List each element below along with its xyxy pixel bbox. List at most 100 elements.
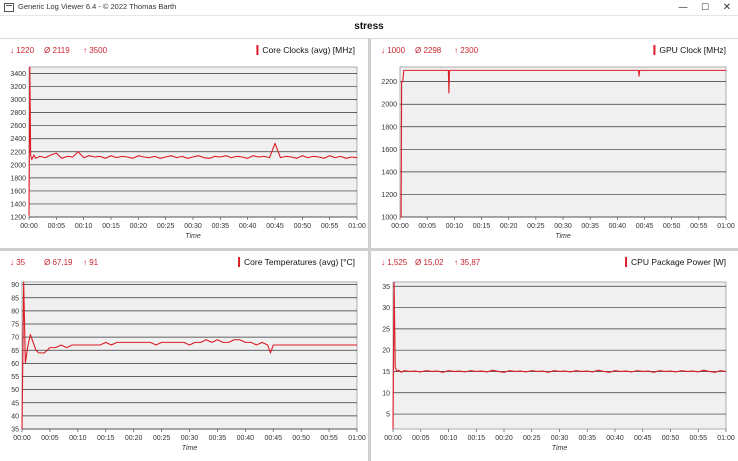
y-tick-label: 45: [11, 400, 19, 407]
x-tick-label: 00:50: [294, 223, 312, 230]
close-button[interactable]: ✕: [722, 2, 732, 13]
chart-title: Core Temperatures (avg) [°C]: [244, 257, 355, 267]
stat-min: ↓ 35: [10, 258, 26, 267]
x-tick-label: 00:40: [606, 435, 624, 442]
page-title: stress: [354, 21, 384, 32]
y-tick-label: 1400: [381, 169, 397, 176]
stat-avg: Ø 67,19: [44, 258, 73, 267]
y-tick-label: 30: [382, 305, 390, 312]
x-tick-label: 00:20: [125, 435, 143, 442]
stat-avg: Ø 2298: [415, 46, 442, 55]
y-tick-label: 65: [11, 348, 19, 355]
x-axis-title: Time: [182, 445, 198, 452]
window-title: Generic Log Viewer 6.4 - © 2022 Thomas B…: [18, 2, 177, 11]
stat-max: ↑ 91: [83, 258, 99, 267]
panel-divider-horizontal: [0, 248, 738, 251]
x-tick-label: 00:40: [239, 223, 257, 230]
x-tick-label: 00:05: [48, 223, 66, 230]
gpu-clock-chart: ↓ 1000 Ø 2298 ↑ 2300 GPU Clock [MHz] 1000 120…: [381, 45, 735, 240]
y-tick-label: 70: [11, 335, 19, 342]
series-line: [400, 69, 726, 218]
x-tick-label: 01:00: [717, 435, 735, 442]
y-tick-label: 1200: [10, 215, 26, 222]
minimize-button[interactable]: —: [678, 2, 688, 13]
x-tick-label: 00:00: [391, 223, 409, 230]
y-tick-label: 1800: [381, 124, 397, 131]
x-tick-label: 00:05: [418, 223, 436, 230]
y-tick-label: 50: [11, 387, 19, 394]
series-line: [392, 281, 727, 429]
y-tick-label: 35: [382, 284, 390, 291]
x-tick-label: 00:20: [130, 223, 148, 230]
y-tick-label: 25: [382, 326, 390, 333]
chart-title: CPU Package Power [W]: [631, 257, 726, 267]
x-tick-label: 00:15: [97, 435, 115, 442]
stat-max: ↑ 3500: [83, 46, 108, 55]
x-tick-label: 00:15: [102, 223, 120, 230]
y-tick-label: 80: [11, 308, 19, 315]
x-tick-label: 00:25: [523, 435, 541, 442]
y-tick-label: 1200: [381, 192, 397, 199]
x-tick-label: 00:00: [13, 435, 31, 442]
stat-max: ↑ 35,87: [454, 258, 481, 267]
y-tick-label: 1600: [10, 188, 26, 195]
x-tick-label: 00:40: [609, 223, 627, 230]
y-tick-label: 1400: [10, 201, 26, 208]
x-tick-label: 00:50: [292, 435, 310, 442]
legend-swatch: [625, 257, 628, 267]
y-tick-label: 3400: [10, 71, 26, 78]
y-tick-label: 2800: [10, 110, 26, 117]
x-tick-label: 00:05: [412, 435, 430, 442]
y-tick-label: 90: [11, 282, 19, 289]
x-tick-label: 00:55: [320, 435, 338, 442]
x-tick-label: 00:45: [634, 435, 652, 442]
y-tick-label: 2000: [381, 102, 397, 109]
x-tick-label: 00:20: [495, 435, 513, 442]
y-tick-label: 85: [11, 295, 19, 302]
series-line: [28, 66, 358, 216]
x-tick-label: 00:30: [551, 435, 569, 442]
maximize-button[interactable]: ☐: [700, 3, 710, 13]
y-tick-label: 3000: [10, 97, 26, 104]
x-tick-label: 01:00: [348, 223, 366, 230]
y-tick-label: 20: [382, 348, 390, 355]
y-tick-label: 2000: [10, 162, 26, 169]
stat-max: ↑ 2300: [454, 46, 479, 55]
stat-min: ↓ 1,525: [381, 258, 408, 267]
x-axis-title: Time: [555, 233, 571, 240]
core-temperatures-chart: ↓ 35 Ø 67,19 ↑ 91 Core Temperatures (avg) […: [10, 257, 366, 452]
x-tick-label: 00:30: [184, 223, 202, 230]
y-tick-label: 15: [382, 369, 390, 376]
x-tick-label: 00:45: [266, 223, 284, 230]
series-line: [21, 281, 357, 430]
core-clocks-panel: ↓ 1220 Ø 2119 ↑ 3500 Core Clocks (avg) [MHz…: [0, 39, 368, 248]
x-tick-label: 00:50: [663, 223, 681, 230]
x-tick-label: 00:55: [321, 223, 339, 230]
y-tick-label: 1800: [10, 175, 26, 182]
y-tick-label: 2600: [10, 123, 26, 130]
x-tick-label: 00:35: [578, 435, 596, 442]
y-tick-label: 3200: [10, 84, 26, 91]
cpu-package-power-panel: ↓ 1,525 Ø 15,02 ↑ 35,87 CPU Package Power […: [371, 251, 738, 461]
x-tick-label: 01:00: [348, 435, 366, 442]
stat-avg: Ø 2119: [44, 46, 70, 55]
y-tick-label: 35: [11, 427, 19, 434]
x-tick-label: 00:45: [264, 435, 282, 442]
core-temperatures-panel: ↓ 35 Ø 67,19 ↑ 91 Core Temperatures (avg) […: [0, 251, 368, 461]
chart-title: Core Clocks (avg) [MHz]: [262, 45, 355, 55]
x-tick-label: 00:40: [237, 435, 255, 442]
x-tick-label: 00:00: [20, 223, 38, 230]
legend-swatch: [238, 257, 241, 267]
y-tick-label: 10: [382, 390, 390, 397]
title-divider: [0, 38, 738, 39]
stat-min: ↓ 1220: [10, 46, 35, 55]
plot-area: [399, 66, 727, 218]
x-axis-title: Time: [185, 233, 201, 240]
x-tick-label: 00:05: [41, 435, 59, 442]
x-tick-label: 00:35: [212, 223, 230, 230]
x-tick-label: 00:50: [662, 435, 680, 442]
x-tick-label: 00:10: [75, 223, 93, 230]
x-tick-label: 00:35: [581, 223, 599, 230]
x-tick-label: 00:00: [384, 435, 402, 442]
y-tick-label: 1600: [381, 147, 397, 154]
